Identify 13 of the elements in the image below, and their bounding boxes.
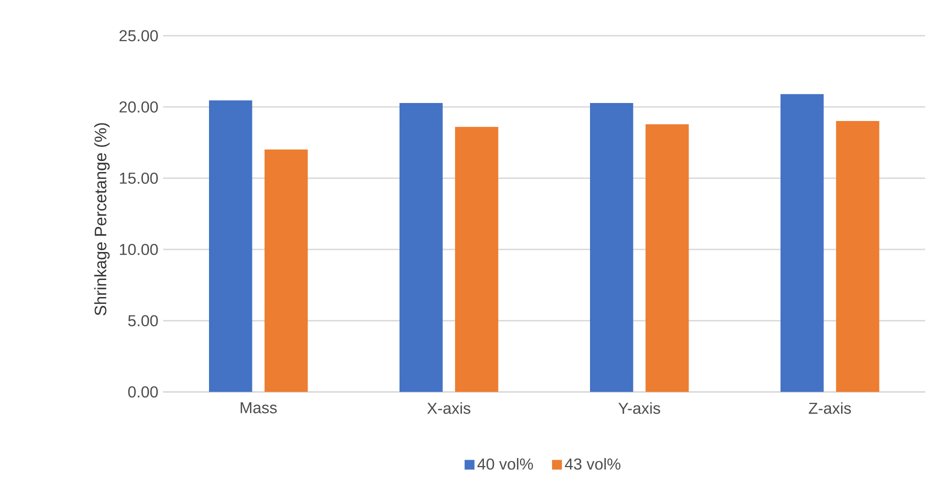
y-tick-label: 20.00 xyxy=(120,101,158,113)
y-tick-label: 0.00 xyxy=(128,386,158,398)
y-axis-title: Shrinkage Percetange (%) xyxy=(94,123,110,316)
x-tick-label: Y-axis xyxy=(618,402,660,414)
y-tick-label: 25.00 xyxy=(120,30,158,42)
legend-label: 40 vol% xyxy=(477,458,533,470)
x-tick-label: Mass xyxy=(240,402,277,414)
y-tick-label: 10.00 xyxy=(120,244,158,256)
y-tick-label: 5.00 xyxy=(128,315,158,326)
x-tick-label: Z-axis xyxy=(808,402,851,414)
x-tick-label: X-axis xyxy=(427,402,470,414)
y-tick-label: 15.00 xyxy=(120,172,158,184)
legend-label: 43 vol% xyxy=(564,458,620,470)
